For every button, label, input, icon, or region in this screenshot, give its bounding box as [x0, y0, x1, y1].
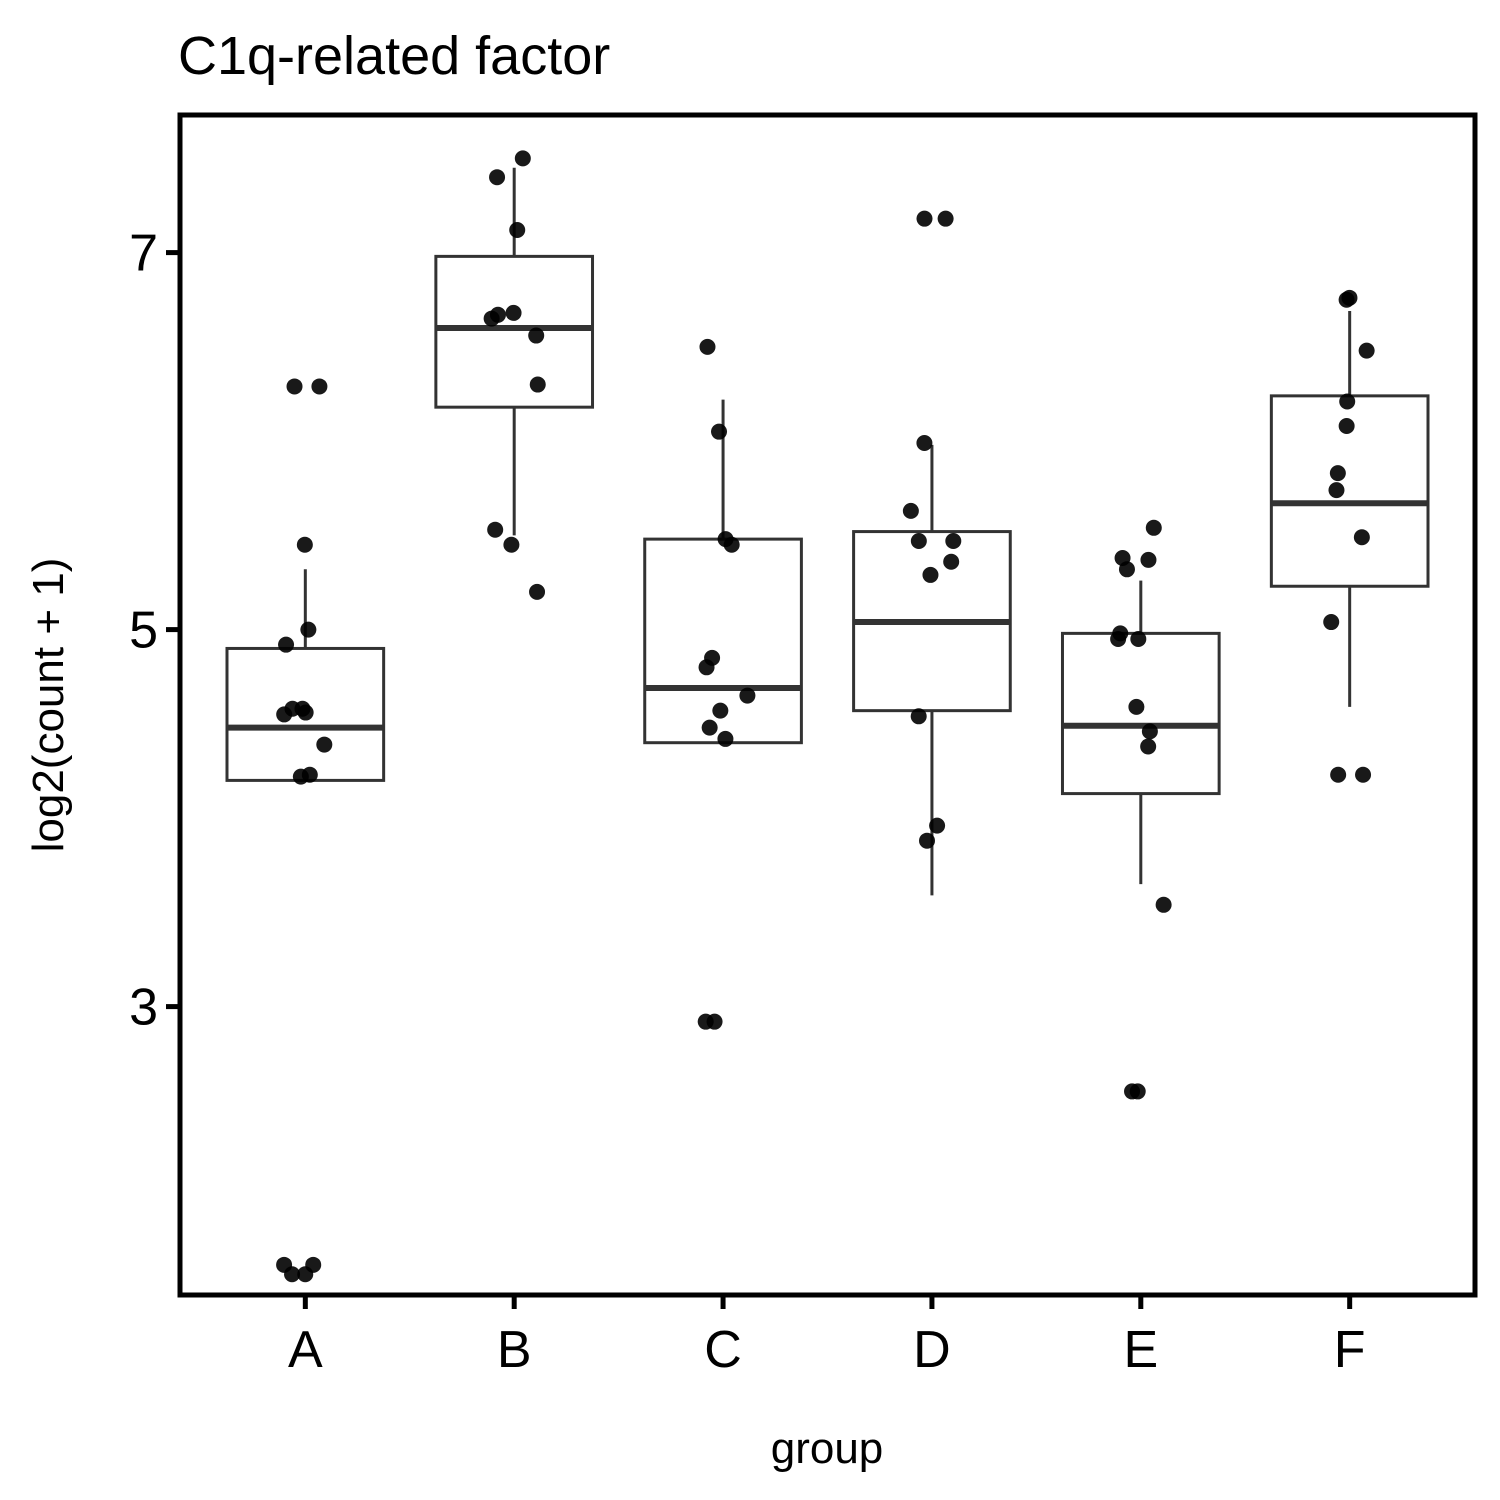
data-point-c	[723, 536, 740, 553]
x-tick-label-e: E	[1123, 1321, 1158, 1379]
data-point-e	[1110, 631, 1127, 648]
box-d	[852, 444, 1012, 896]
data-point-d	[937, 210, 954, 227]
data-point-c	[712, 702, 729, 719]
data-point-d	[922, 566, 939, 583]
data-point-e	[1130, 631, 1147, 648]
data-point-d	[943, 553, 960, 570]
data-point-e	[1140, 551, 1157, 568]
data-point-a	[297, 704, 314, 721]
data-point-e	[1128, 698, 1145, 715]
data-point-d	[919, 832, 936, 849]
data-point-c	[697, 1013, 714, 1030]
data-point-a	[286, 378, 303, 395]
data-point-f	[1338, 418, 1355, 435]
data-point-a	[300, 621, 317, 638]
data-point-b	[489, 169, 506, 186]
data-point-d	[916, 434, 933, 451]
data-point-b	[529, 583, 546, 600]
data-point-d	[945, 533, 962, 550]
y-axis: 3 5 7	[129, 225, 180, 1037]
data-point-a	[316, 736, 333, 753]
box-body-b	[434, 254, 595, 409]
x-tick-label-c: C	[704, 1321, 742, 1379]
data-point-a	[276, 706, 293, 723]
data-point-b	[503, 536, 520, 553]
box-f	[1269, 311, 1430, 707]
data-point-f	[1330, 766, 1347, 783]
y-tick-label-3: 3	[129, 979, 158, 1037]
data-point-c	[701, 719, 718, 736]
data-point-b	[487, 521, 504, 538]
data-point-b	[483, 310, 500, 327]
y-tick-label-5: 5	[129, 602, 158, 660]
data-point-b	[529, 376, 546, 393]
data-point-e	[1118, 561, 1135, 578]
data-point-f	[1358, 342, 1375, 359]
x-tick-label-b: B	[497, 1321, 532, 1379]
boxes-layer	[225, 167, 1430, 896]
data-point-b	[505, 304, 522, 321]
x-axis-title: group	[771, 1424, 884, 1473]
data-point-e	[1129, 1083, 1146, 1100]
data-point-f	[1329, 465, 1346, 482]
chart-title: C1q-related factor	[178, 26, 610, 86]
data-point-a	[297, 1266, 314, 1283]
data-point-c	[699, 338, 716, 355]
data-point-e	[1155, 896, 1172, 913]
x-axis: A B C D E F	[288, 1295, 1366, 1379]
y-axis-title: log2(count + 1)	[24, 558, 73, 853]
data-point-f	[1328, 482, 1345, 499]
data-point-e	[1145, 519, 1162, 536]
data-point-b	[528, 327, 545, 344]
data-point-c	[739, 687, 756, 704]
x-tick-label-d: D	[913, 1321, 951, 1379]
points-layer	[276, 150, 1375, 1283]
data-point-d	[929, 817, 946, 834]
data-point-c	[717, 730, 734, 747]
data-point-d	[910, 533, 927, 550]
data-point-c	[698, 659, 715, 676]
data-point-b	[514, 150, 531, 167]
data-point-f	[1323, 614, 1340, 631]
box-a	[225, 569, 386, 782]
data-point-c	[711, 423, 728, 440]
data-point-d	[916, 210, 933, 227]
x-tick-label-f: F	[1334, 1321, 1366, 1379]
box-c	[643, 399, 803, 745]
data-point-e	[1140, 738, 1157, 755]
data-point-d	[902, 502, 919, 519]
x-tick-label-a: A	[288, 1321, 323, 1379]
y-tick-label-7: 7	[129, 225, 158, 283]
box-e	[1060, 580, 1221, 885]
data-point-d	[910, 708, 927, 725]
data-point-f	[1338, 291, 1355, 308]
data-point-a	[292, 768, 309, 785]
data-point-e	[1141, 723, 1158, 740]
data-point-f	[1355, 766, 1372, 783]
plot-panel-border	[177, 112, 1478, 1298]
data-point-a	[284, 1266, 301, 1283]
data-point-a	[296, 536, 313, 553]
data-point-f	[1339, 393, 1356, 410]
data-point-a	[311, 378, 328, 395]
data-point-a	[278, 636, 295, 653]
box-b	[434, 167, 595, 536]
data-point-f	[1353, 529, 1370, 546]
data-point-b	[509, 221, 526, 238]
